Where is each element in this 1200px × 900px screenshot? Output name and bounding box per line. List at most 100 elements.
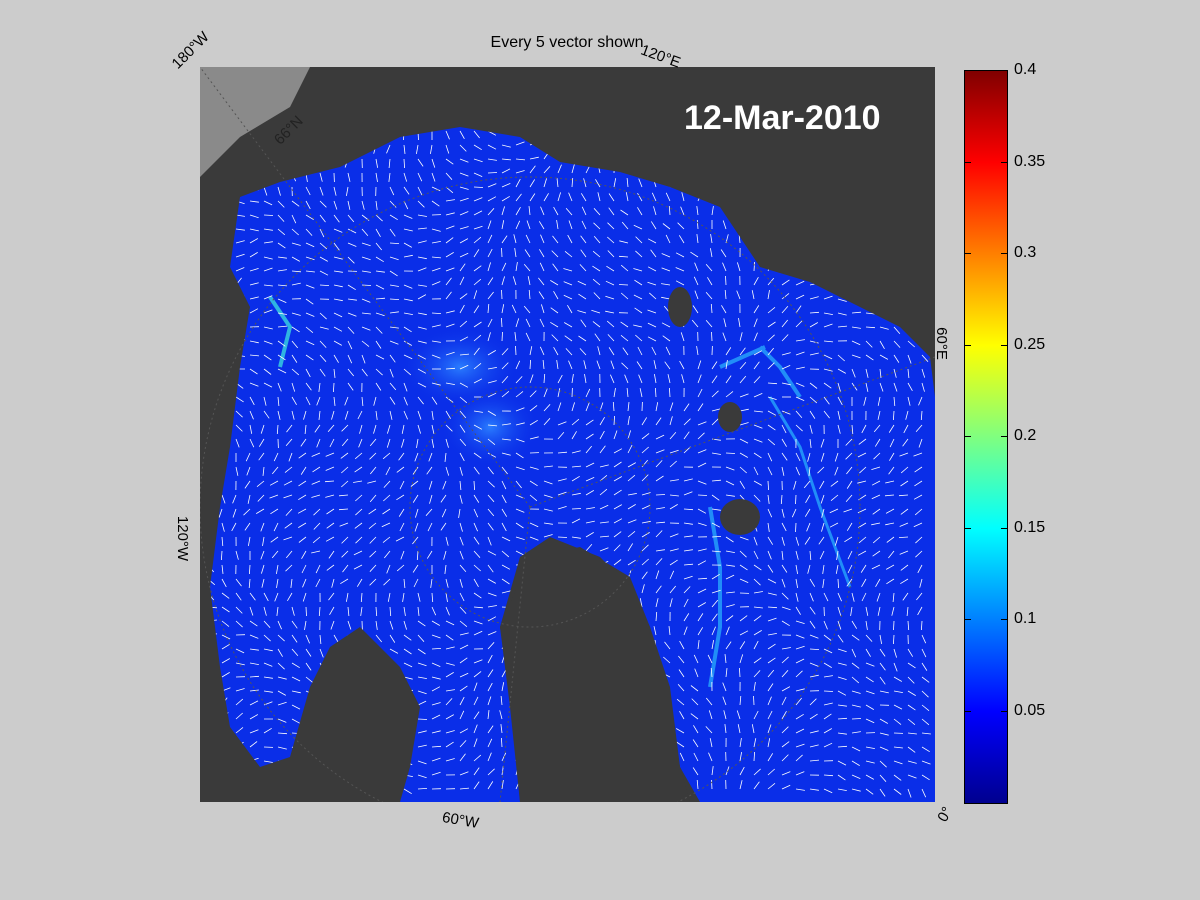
vector-arrow-icon <box>613 461 622 468</box>
vector-arrow-icon <box>822 578 825 588</box>
vector-arrow-icon <box>661 296 671 300</box>
vector-arrow-icon <box>417 267 427 272</box>
vector-arrow-icon <box>473 682 478 692</box>
vector-arrow-icon <box>445 351 455 356</box>
vector-arrow-icon <box>893 676 902 682</box>
vector-arrow-icon <box>724 289 727 300</box>
vector-arrow-icon <box>888 424 895 433</box>
vector-arrow-icon <box>795 466 800 476</box>
vector-arrow-icon <box>249 296 259 300</box>
vector-arrow-icon <box>585 419 594 426</box>
vector-arrow-icon <box>501 348 509 356</box>
vector-arrow-icon <box>781 711 787 720</box>
vector-arrow-icon <box>618 284 629 286</box>
vector-arrow-icon <box>781 334 789 342</box>
vector-arrow-icon <box>375 382 382 391</box>
vector-arrow-icon <box>459 158 469 163</box>
vector-arrow-icon <box>473 197 483 202</box>
colorbar-gradient <box>965 71 1007 803</box>
vector-arrow-icon <box>571 418 580 426</box>
vector-arrow-icon <box>620 321 629 328</box>
vector-arrow-icon <box>501 578 510 585</box>
vector-arrow-icon <box>637 207 643 216</box>
vector-arrow-icon <box>683 403 690 412</box>
vector-arrow-icon <box>669 548 679 552</box>
vector-arrow-icon <box>907 718 916 726</box>
vector-arrow-icon <box>837 620 842 630</box>
vector-arrow-icon <box>346 592 349 602</box>
vector-arrow-icon <box>341 550 349 558</box>
vector-arrow-icon <box>693 276 699 286</box>
vector-arrow-icon <box>441 508 447 518</box>
vector-arrow-icon <box>710 667 713 678</box>
vector-arrow-icon <box>291 256 300 262</box>
vector-arrow-icon <box>515 466 525 471</box>
lon-label-0: 0° <box>934 804 957 825</box>
vector-arrow-icon <box>767 466 773 476</box>
vector-arrow-icon <box>795 351 805 356</box>
vector-arrow-icon <box>515 391 524 398</box>
vector-arrow-icon <box>884 494 895 497</box>
vector-arrow-icon <box>301 564 307 574</box>
vector-arrow-icon <box>655 521 666 524</box>
vector-arrow-icon <box>653 626 657 636</box>
vector-arrow-icon <box>767 321 776 328</box>
vector-arrow-icon <box>232 494 237 504</box>
vector-arrow-icon <box>781 466 785 476</box>
vector-arrow-icon <box>739 438 749 444</box>
vector-arrow-icon <box>858 522 867 528</box>
vector-arrow-icon <box>459 536 464 546</box>
vector-arrow-icon <box>501 276 505 286</box>
vector-arrow-icon <box>583 360 587 370</box>
vector-arrow-icon <box>795 670 803 678</box>
vector-arrow-icon <box>898 536 909 538</box>
vector-arrow-icon <box>865 326 876 329</box>
vector-arrow-icon <box>389 256 399 261</box>
vector-arrow-icon <box>403 254 413 258</box>
vector-arrow-icon <box>473 620 483 625</box>
vector-arrow-icon <box>386 564 391 574</box>
vector-arrow-icon <box>893 718 902 725</box>
vector-arrow-icon <box>676 741 685 748</box>
vector-arrow-icon <box>417 662 427 667</box>
vector-arrow-icon <box>679 360 685 370</box>
vector-arrow-icon <box>580 319 587 328</box>
vector-arrow-icon <box>417 354 427 360</box>
vector-arrow-icon <box>291 200 300 207</box>
vector-arrow-icon <box>431 382 441 386</box>
vector-arrow-icon <box>753 657 762 664</box>
vector-arrow-icon <box>809 396 818 404</box>
vector-arrow-icon <box>333 312 343 318</box>
vector-arrow-icon <box>885 522 895 526</box>
vector-arrow-icon <box>318 410 321 420</box>
vector-arrow-icon <box>556 360 559 370</box>
vector-arrow-icon <box>683 575 693 580</box>
vector-arrow-icon <box>823 323 833 328</box>
vector-arrow-icon <box>381 522 391 528</box>
vector-arrow-icon <box>375 410 378 420</box>
vector-arrow-icon <box>865 312 875 315</box>
vector-arrow-icon <box>893 760 903 765</box>
vector-arrow-icon <box>599 535 610 538</box>
vector-arrow-icon <box>620 292 629 300</box>
vector-arrow-icon <box>635 236 643 244</box>
vector-arrow-icon <box>283 494 293 499</box>
vector-arrow-icon <box>263 200 273 206</box>
vector-arrow-icon <box>459 787 470 790</box>
vector-arrow-icon <box>403 648 412 655</box>
vector-arrow-icon <box>739 641 746 650</box>
vector-arrow-icon <box>305 242 315 248</box>
vector-arrow-icon <box>368 522 377 530</box>
vector-arrow-icon <box>459 252 469 258</box>
vector-arrow-icon <box>807 564 811 574</box>
vector-arrow-icon <box>795 592 799 602</box>
vector-arrow-icon <box>269 494 279 499</box>
vector-arrow-icon <box>319 242 328 250</box>
vector-arrow-icon <box>501 752 507 762</box>
vector-arrow-icon <box>655 449 665 454</box>
vector-arrow-icon <box>277 284 288 287</box>
vector-arrow-icon <box>767 710 773 720</box>
vector-arrow-icon <box>711 573 720 580</box>
vector-arrow-icon <box>459 657 468 664</box>
vector-arrow-icon <box>707 654 713 664</box>
